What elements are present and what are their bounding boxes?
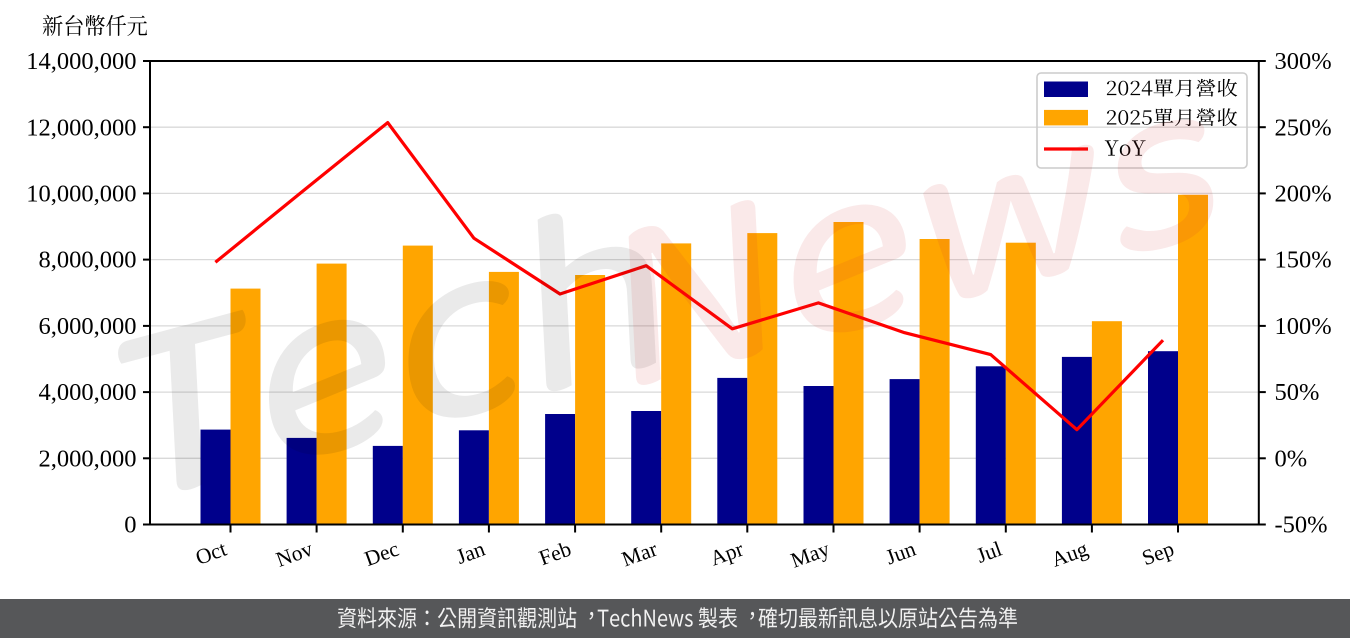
svg-text:8,000,000: 8,000,000 (39, 247, 137, 274)
svg-text:300%: 300% (1275, 48, 1332, 75)
svg-text:150%: 150% (1275, 247, 1332, 274)
svg-text:200%: 200% (1275, 181, 1332, 208)
svg-text:100%: 100% (1275, 313, 1332, 340)
svg-text:14,000,000: 14,000,000 (26, 48, 136, 75)
svg-text:0%: 0% (1275, 445, 1308, 472)
svg-text:0: 0 (124, 512, 136, 539)
svg-text:-50%: -50% (1275, 512, 1328, 539)
svg-text:12,000,000: 12,000,000 (26, 114, 136, 141)
svg-text:250%: 250% (1275, 114, 1332, 141)
svg-text:50%: 50% (1275, 379, 1320, 406)
svg-text:6,000,000: 6,000,000 (39, 313, 137, 340)
svg-text:4,000,000: 4,000,000 (39, 379, 137, 406)
svg-text:10,000,000: 10,000,000 (26, 181, 136, 208)
svg-text:2,000,000: 2,000,000 (39, 445, 137, 472)
